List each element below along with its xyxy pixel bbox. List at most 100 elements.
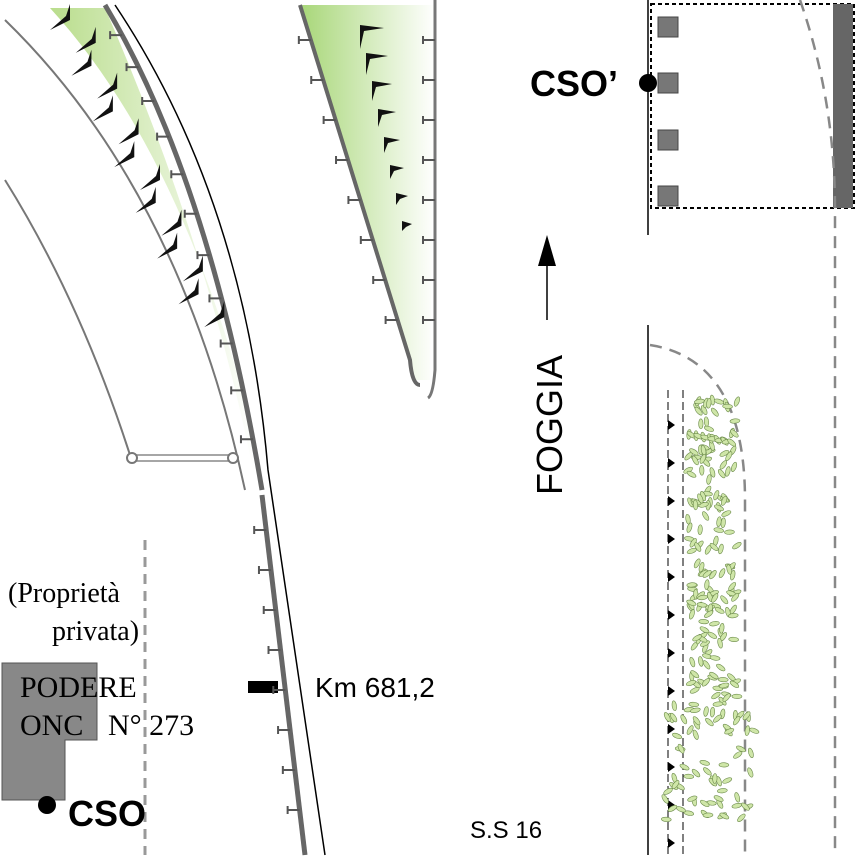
thorn <box>372 81 392 101</box>
leaf <box>722 693 731 702</box>
leaf <box>712 773 718 784</box>
thorn <box>182 255 203 282</box>
leaf <box>719 812 730 820</box>
leaf <box>699 453 707 464</box>
leaf <box>687 795 698 802</box>
thorn <box>97 72 118 99</box>
leaf <box>688 609 695 620</box>
hedge-mark <box>668 458 675 468</box>
leaf <box>721 510 732 517</box>
thorn <box>50 4 70 30</box>
leaf <box>713 527 724 533</box>
point <box>639 74 657 92</box>
post <box>347 196 361 204</box>
leaf <box>724 529 735 535</box>
leaf <box>732 542 742 550</box>
leaf <box>697 493 704 504</box>
hedge-mark <box>668 496 675 506</box>
leaf <box>704 610 714 618</box>
guardrail <box>259 494 308 856</box>
building <box>1 662 98 801</box>
leaf <box>706 397 712 409</box>
leaf <box>726 564 732 575</box>
leaf <box>734 792 741 803</box>
thorn <box>92 95 113 122</box>
leaf <box>713 490 720 501</box>
hedge-mark <box>668 572 675 582</box>
leaf <box>698 562 705 573</box>
hedge-mark <box>668 838 675 848</box>
thorn <box>384 137 400 153</box>
leaf <box>727 438 737 447</box>
leaf <box>709 467 716 478</box>
leaf <box>702 511 710 521</box>
post <box>272 686 286 694</box>
leaf <box>713 398 725 405</box>
leaf <box>749 727 760 734</box>
decorations <box>50 4 760 848</box>
leaf <box>671 780 680 790</box>
leaf <box>733 396 740 407</box>
thorn <box>157 232 178 259</box>
leaf <box>700 799 710 807</box>
post <box>384 316 398 324</box>
post <box>170 170 184 179</box>
post <box>286 806 300 814</box>
post <box>183 209 197 218</box>
leaf <box>698 418 704 430</box>
leaf <box>718 543 724 555</box>
leaf <box>709 543 719 551</box>
leaf <box>716 663 726 672</box>
leaf <box>686 599 697 606</box>
leaf <box>667 804 678 812</box>
blocks <box>657 16 679 207</box>
thorn <box>366 53 388 75</box>
post <box>422 196 435 204</box>
leaf <box>719 450 730 457</box>
leaf <box>720 595 729 605</box>
leaf <box>689 448 699 456</box>
post <box>422 76 435 84</box>
connector-end <box>126 452 138 464</box>
post <box>422 116 435 124</box>
leaf <box>731 803 743 809</box>
leaf <box>688 701 700 707</box>
leaf <box>719 623 725 634</box>
leaf <box>671 700 677 712</box>
leaf <box>742 711 751 721</box>
leaf <box>747 747 754 759</box>
thorn <box>360 25 384 49</box>
connector-end <box>227 452 239 464</box>
connector <box>135 454 232 462</box>
leaf <box>741 802 750 811</box>
thorn <box>204 301 225 328</box>
post <box>297 36 311 44</box>
leaf <box>727 613 739 619</box>
leaf <box>729 418 741 424</box>
label: CSO <box>68 793 146 834</box>
km-marker <box>248 681 278 693</box>
leaf <box>663 712 671 722</box>
post <box>109 31 123 40</box>
leaf <box>731 693 743 699</box>
leaf <box>690 707 701 714</box>
guardrail <box>298 4 421 387</box>
leaf <box>719 460 728 470</box>
post <box>422 156 435 164</box>
label: N° 273 <box>108 709 194 742</box>
leaf <box>725 466 731 477</box>
label: CSO’ <box>530 63 618 104</box>
leaf <box>697 524 703 536</box>
leaf <box>702 812 714 818</box>
leaf <box>729 680 740 688</box>
leaf <box>672 732 683 740</box>
work-zone <box>650 3 855 209</box>
thorn <box>378 109 396 127</box>
leaf <box>720 495 728 506</box>
leaf <box>689 687 700 694</box>
lane-line <box>798 0 837 855</box>
leaf <box>725 451 733 461</box>
leaf <box>717 469 726 479</box>
post <box>208 294 222 303</box>
leaf <box>736 745 746 753</box>
